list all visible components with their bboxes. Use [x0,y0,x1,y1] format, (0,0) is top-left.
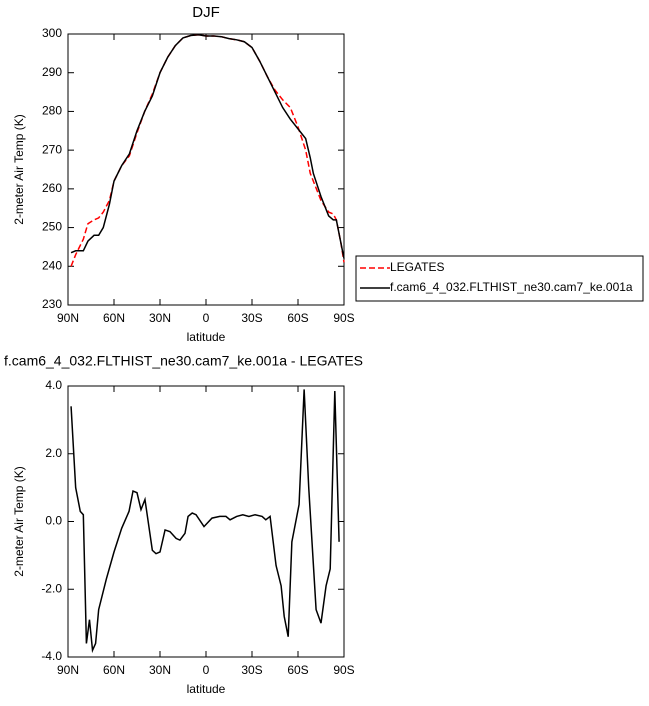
chart-title: DJF [192,4,220,21]
y-tick-label: 300 [42,26,62,40]
x-tick-label: 60N [103,663,125,677]
y-tick-label: 4.0 [45,378,62,392]
y-tick-label: 0.0 [45,514,62,528]
x-tick-label: 30S [241,663,262,677]
y-tick-label: 230 [42,297,62,311]
data-line [70,389,340,654]
data-line [70,34,345,267]
x-tick-label: 0 [203,663,210,677]
x-tick-label: 30N [149,663,171,677]
chart-title: f.cam6_4_032.FLTHIST_ne30.cam7_ke.001a -… [4,353,363,369]
y-tick-label: -2.0 [41,581,62,595]
y-tick-label: -4.0 [41,649,62,663]
y-axis-label: 2-meter Air Temp (K) [12,114,26,224]
x-axis-label: latitude [187,330,226,344]
x-tick-label: 90S [333,311,354,325]
data-line [70,34,345,259]
y-tick-label: 290 [42,65,62,79]
legend-label: f.cam6_4_032.FLTHIST_ne30.cam7_ke.001a [390,280,633,294]
y-tick-label: 270 [42,142,62,156]
x-axis-label: latitude [187,682,226,696]
x-tick-label: 90S [333,663,354,677]
legend-box [355,255,644,302]
y-axis-label: 2-meter Air Temp (K) [12,466,26,576]
y-tick-label: 260 [42,181,62,195]
plot-frame [67,33,345,306]
legend-label: LEGATES [390,260,444,274]
y-tick-label: 280 [42,104,62,118]
x-tick-label: 60S [287,663,308,677]
x-tick-label: 60N [103,311,125,325]
y-tick-label: 2.0 [45,446,62,460]
y-tick-label: 250 [42,220,62,234]
x-tick-label: 60S [287,311,308,325]
y-tick-label: 240 [42,258,62,272]
x-tick-label: 30S [241,311,262,325]
x-tick-label: 0 [203,311,210,325]
x-tick-label: 90N [57,311,79,325]
x-tick-label: 90N [57,663,79,677]
x-tick-label: 30N [149,311,171,325]
